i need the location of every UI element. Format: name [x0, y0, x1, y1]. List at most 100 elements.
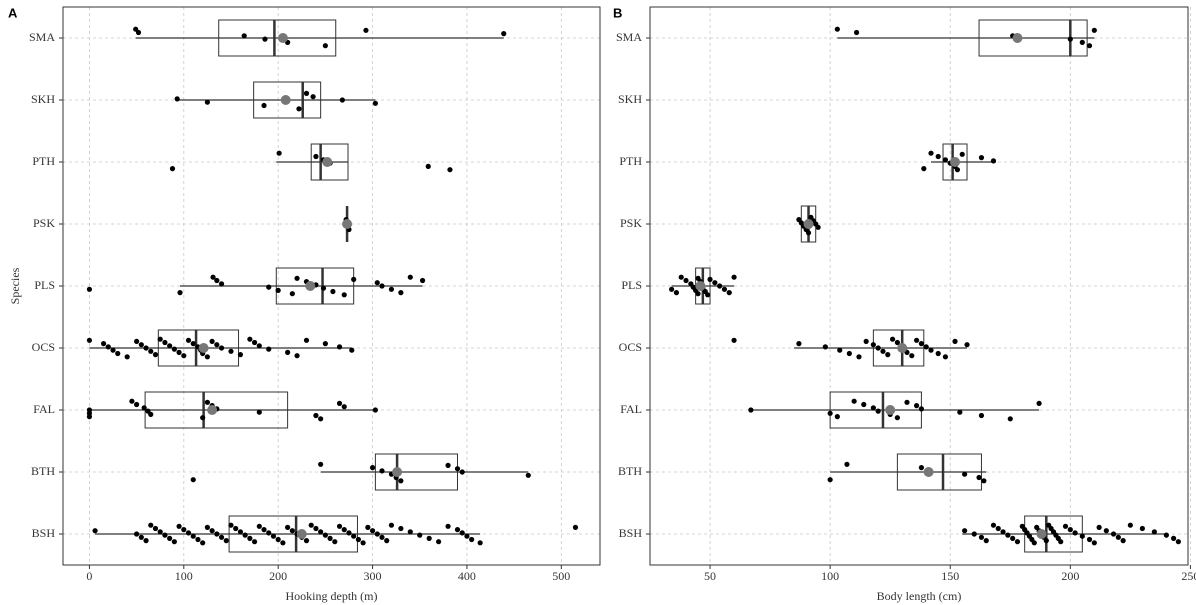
- data-point: [1005, 532, 1011, 538]
- data-point: [445, 523, 451, 529]
- x-tick-label: 300: [364, 569, 382, 583]
- data-point: [1067, 36, 1073, 42]
- data-point: [425, 163, 431, 169]
- data-point: [363, 27, 369, 33]
- data-point: [372, 407, 378, 413]
- data-point: [135, 29, 142, 36]
- plot-border: [649, 6, 1189, 566]
- data-point: [721, 286, 728, 292]
- data-point: [110, 347, 116, 353]
- data-point: [200, 415, 206, 421]
- data-point: [707, 276, 713, 282]
- data-point: [459, 469, 465, 475]
- data-point: [978, 155, 985, 161]
- data-point: [954, 167, 961, 173]
- data-point: [320, 285, 327, 291]
- data-point: [200, 540, 206, 546]
- data-point: [921, 166, 927, 172]
- data-point: [171, 346, 177, 352]
- data-point: [176, 349, 182, 355]
- mean: [1036, 529, 1047, 539]
- data-point: [398, 478, 404, 484]
- data-point: [174, 96, 180, 102]
- data-point: [1062, 523, 1069, 529]
- data-point: [261, 102, 267, 109]
- data-point: [875, 345, 881, 351]
- data-point: [322, 532, 328, 538]
- x-tick-label: 0: [86, 569, 92, 583]
- data-point: [1058, 539, 1064, 545]
- box: [253, 81, 322, 119]
- data-point: [308, 522, 314, 528]
- y-tick-label: FAL: [33, 402, 55, 416]
- box: [896, 453, 982, 491]
- data-point: [228, 348, 234, 354]
- data-point: [341, 404, 347, 410]
- data-point: [86, 286, 93, 292]
- data-point: [322, 341, 328, 347]
- data-point: [241, 33, 247, 39]
- box: [374, 453, 458, 491]
- data-point: [844, 461, 850, 467]
- data-point: [1086, 536, 1093, 543]
- y-tick-label: OCS: [619, 340, 642, 354]
- mean: [1012, 33, 1023, 43]
- data-point: [853, 29, 860, 36]
- data-point: [209, 528, 215, 534]
- data-point: [152, 525, 159, 532]
- data-point: [181, 527, 187, 533]
- data-point: [834, 26, 840, 32]
- data-point: [296, 106, 302, 112]
- data-point: [349, 347, 355, 353]
- data-point: [717, 283, 723, 289]
- data-point: [436, 539, 442, 545]
- data-point: [935, 350, 941, 357]
- data-point: [885, 352, 891, 358]
- y-tick-label: PLS: [34, 278, 55, 292]
- data-point: [313, 525, 319, 532]
- x-axis-label: Hooking depth (m): [286, 589, 378, 603]
- data-point: [289, 528, 295, 534]
- data-point: [731, 274, 737, 280]
- data-point: [398, 525, 404, 532]
- data-point: [834, 414, 840, 420]
- data-point: [1000, 529, 1006, 535]
- data-point: [124, 354, 130, 360]
- data-point: [322, 43, 328, 49]
- data-point: [454, 466, 461, 472]
- data-point: [964, 342, 970, 348]
- data-point: [976, 474, 982, 481]
- data-point: [256, 343, 262, 349]
- data-point: [251, 539, 258, 545]
- data-point: [904, 399, 910, 405]
- data-point: [501, 30, 507, 37]
- data-point: [851, 398, 857, 404]
- data-point: [935, 153, 941, 160]
- y-tick-label: BSH: [619, 526, 643, 540]
- data-point: [805, 230, 812, 236]
- data-point: [171, 539, 177, 545]
- data-point: [204, 524, 210, 531]
- x-tick-label: 400: [458, 569, 476, 583]
- data-point: [827, 477, 833, 483]
- y-tick-label: OCS: [32, 340, 55, 354]
- data-point: [233, 525, 239, 532]
- data-point: [983, 538, 989, 544]
- data-point: [280, 540, 286, 546]
- data-point: [177, 290, 183, 296]
- box: [228, 515, 358, 553]
- data-point: [92, 528, 98, 534]
- box: [275, 267, 355, 305]
- data-point: [223, 538, 229, 544]
- mean: [322, 157, 333, 167]
- data-point: [894, 415, 900, 421]
- data-point: [870, 342, 876, 348]
- data-point: [190, 477, 196, 483]
- data-point: [678, 274, 684, 280]
- data-point: [341, 292, 347, 298]
- data-point: [407, 529, 413, 535]
- data-point: [185, 530, 192, 536]
- data-point: [846, 350, 852, 357]
- data-point: [204, 99, 210, 105]
- data-point: [572, 524, 579, 531]
